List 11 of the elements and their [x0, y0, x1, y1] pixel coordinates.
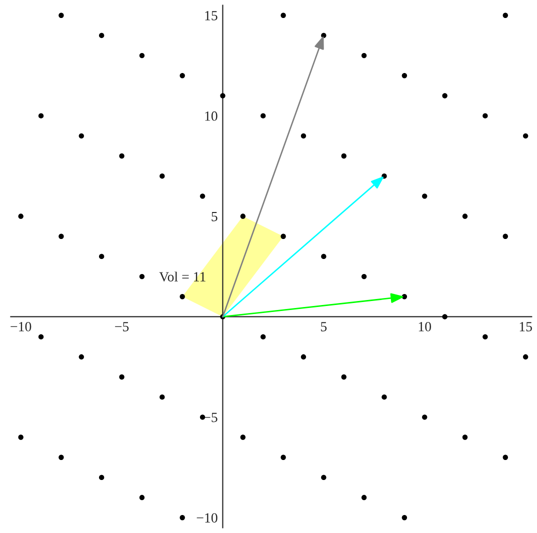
y-tick-label: 10: [205, 111, 218, 121]
x-tick-label: 10: [418, 322, 432, 332]
x-tick-label: −10: [10, 322, 32, 332]
x-tick-label: 5: [321, 322, 327, 332]
x-tick-label: −5: [115, 322, 129, 332]
annotation: Vol = 11: [159, 272, 206, 282]
y-tick-label: 5: [212, 212, 218, 222]
y-tick-label: −5: [204, 412, 218, 422]
y-tick-label: −10: [196, 513, 218, 523]
y-tick-label: 15: [205, 11, 218, 20]
x-tick-label: 15: [520, 322, 532, 332]
